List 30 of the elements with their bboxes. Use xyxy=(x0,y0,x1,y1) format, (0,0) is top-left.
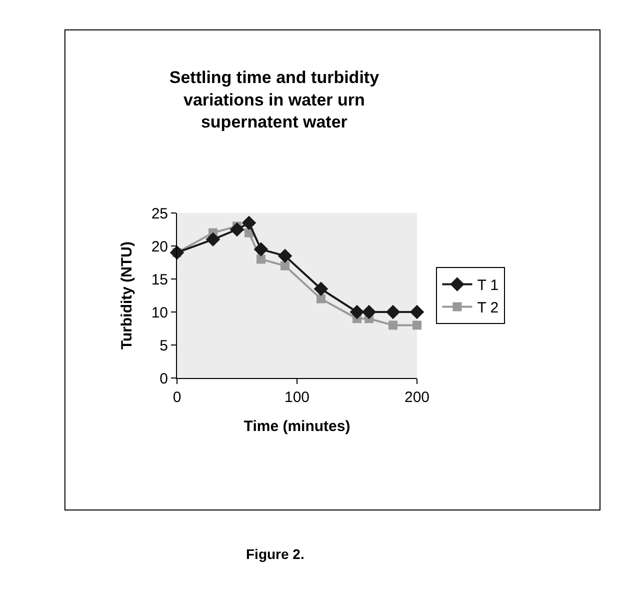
point xyxy=(412,320,422,330)
y-tick-label: 0 xyxy=(160,370,168,388)
point xyxy=(316,294,326,304)
point xyxy=(386,304,400,320)
point xyxy=(280,261,290,270)
y-tick-label: 20 xyxy=(151,238,168,256)
x-axis-title: Time (minutes) xyxy=(244,418,350,435)
point xyxy=(410,304,424,320)
legend-label: T 1 xyxy=(477,277,499,294)
point xyxy=(362,304,376,320)
legend-label: T 2 xyxy=(477,300,499,317)
point xyxy=(388,320,398,330)
y-tick-label: 25 xyxy=(151,205,168,222)
point xyxy=(230,222,244,237)
point xyxy=(314,282,328,296)
y-tick-label: 5 xyxy=(160,337,168,354)
y-tick-label: 10 xyxy=(151,304,168,322)
point xyxy=(256,254,266,264)
y-axis-title: Turbidity (NTU) xyxy=(118,241,136,350)
chart-title: Settling time and turbidity variations in water urn supernatent water xyxy=(169,68,380,132)
point xyxy=(206,232,220,247)
y-tick-label: 15 xyxy=(151,271,168,288)
x-tick-label: 200 xyxy=(404,389,430,406)
point xyxy=(350,304,364,320)
caption: Figure 2. xyxy=(246,546,304,562)
point xyxy=(242,216,256,230)
x-tick-label: 100 xyxy=(284,389,310,406)
point xyxy=(278,248,292,264)
x-tick-label: 0 xyxy=(172,389,182,406)
point xyxy=(254,242,268,256)
